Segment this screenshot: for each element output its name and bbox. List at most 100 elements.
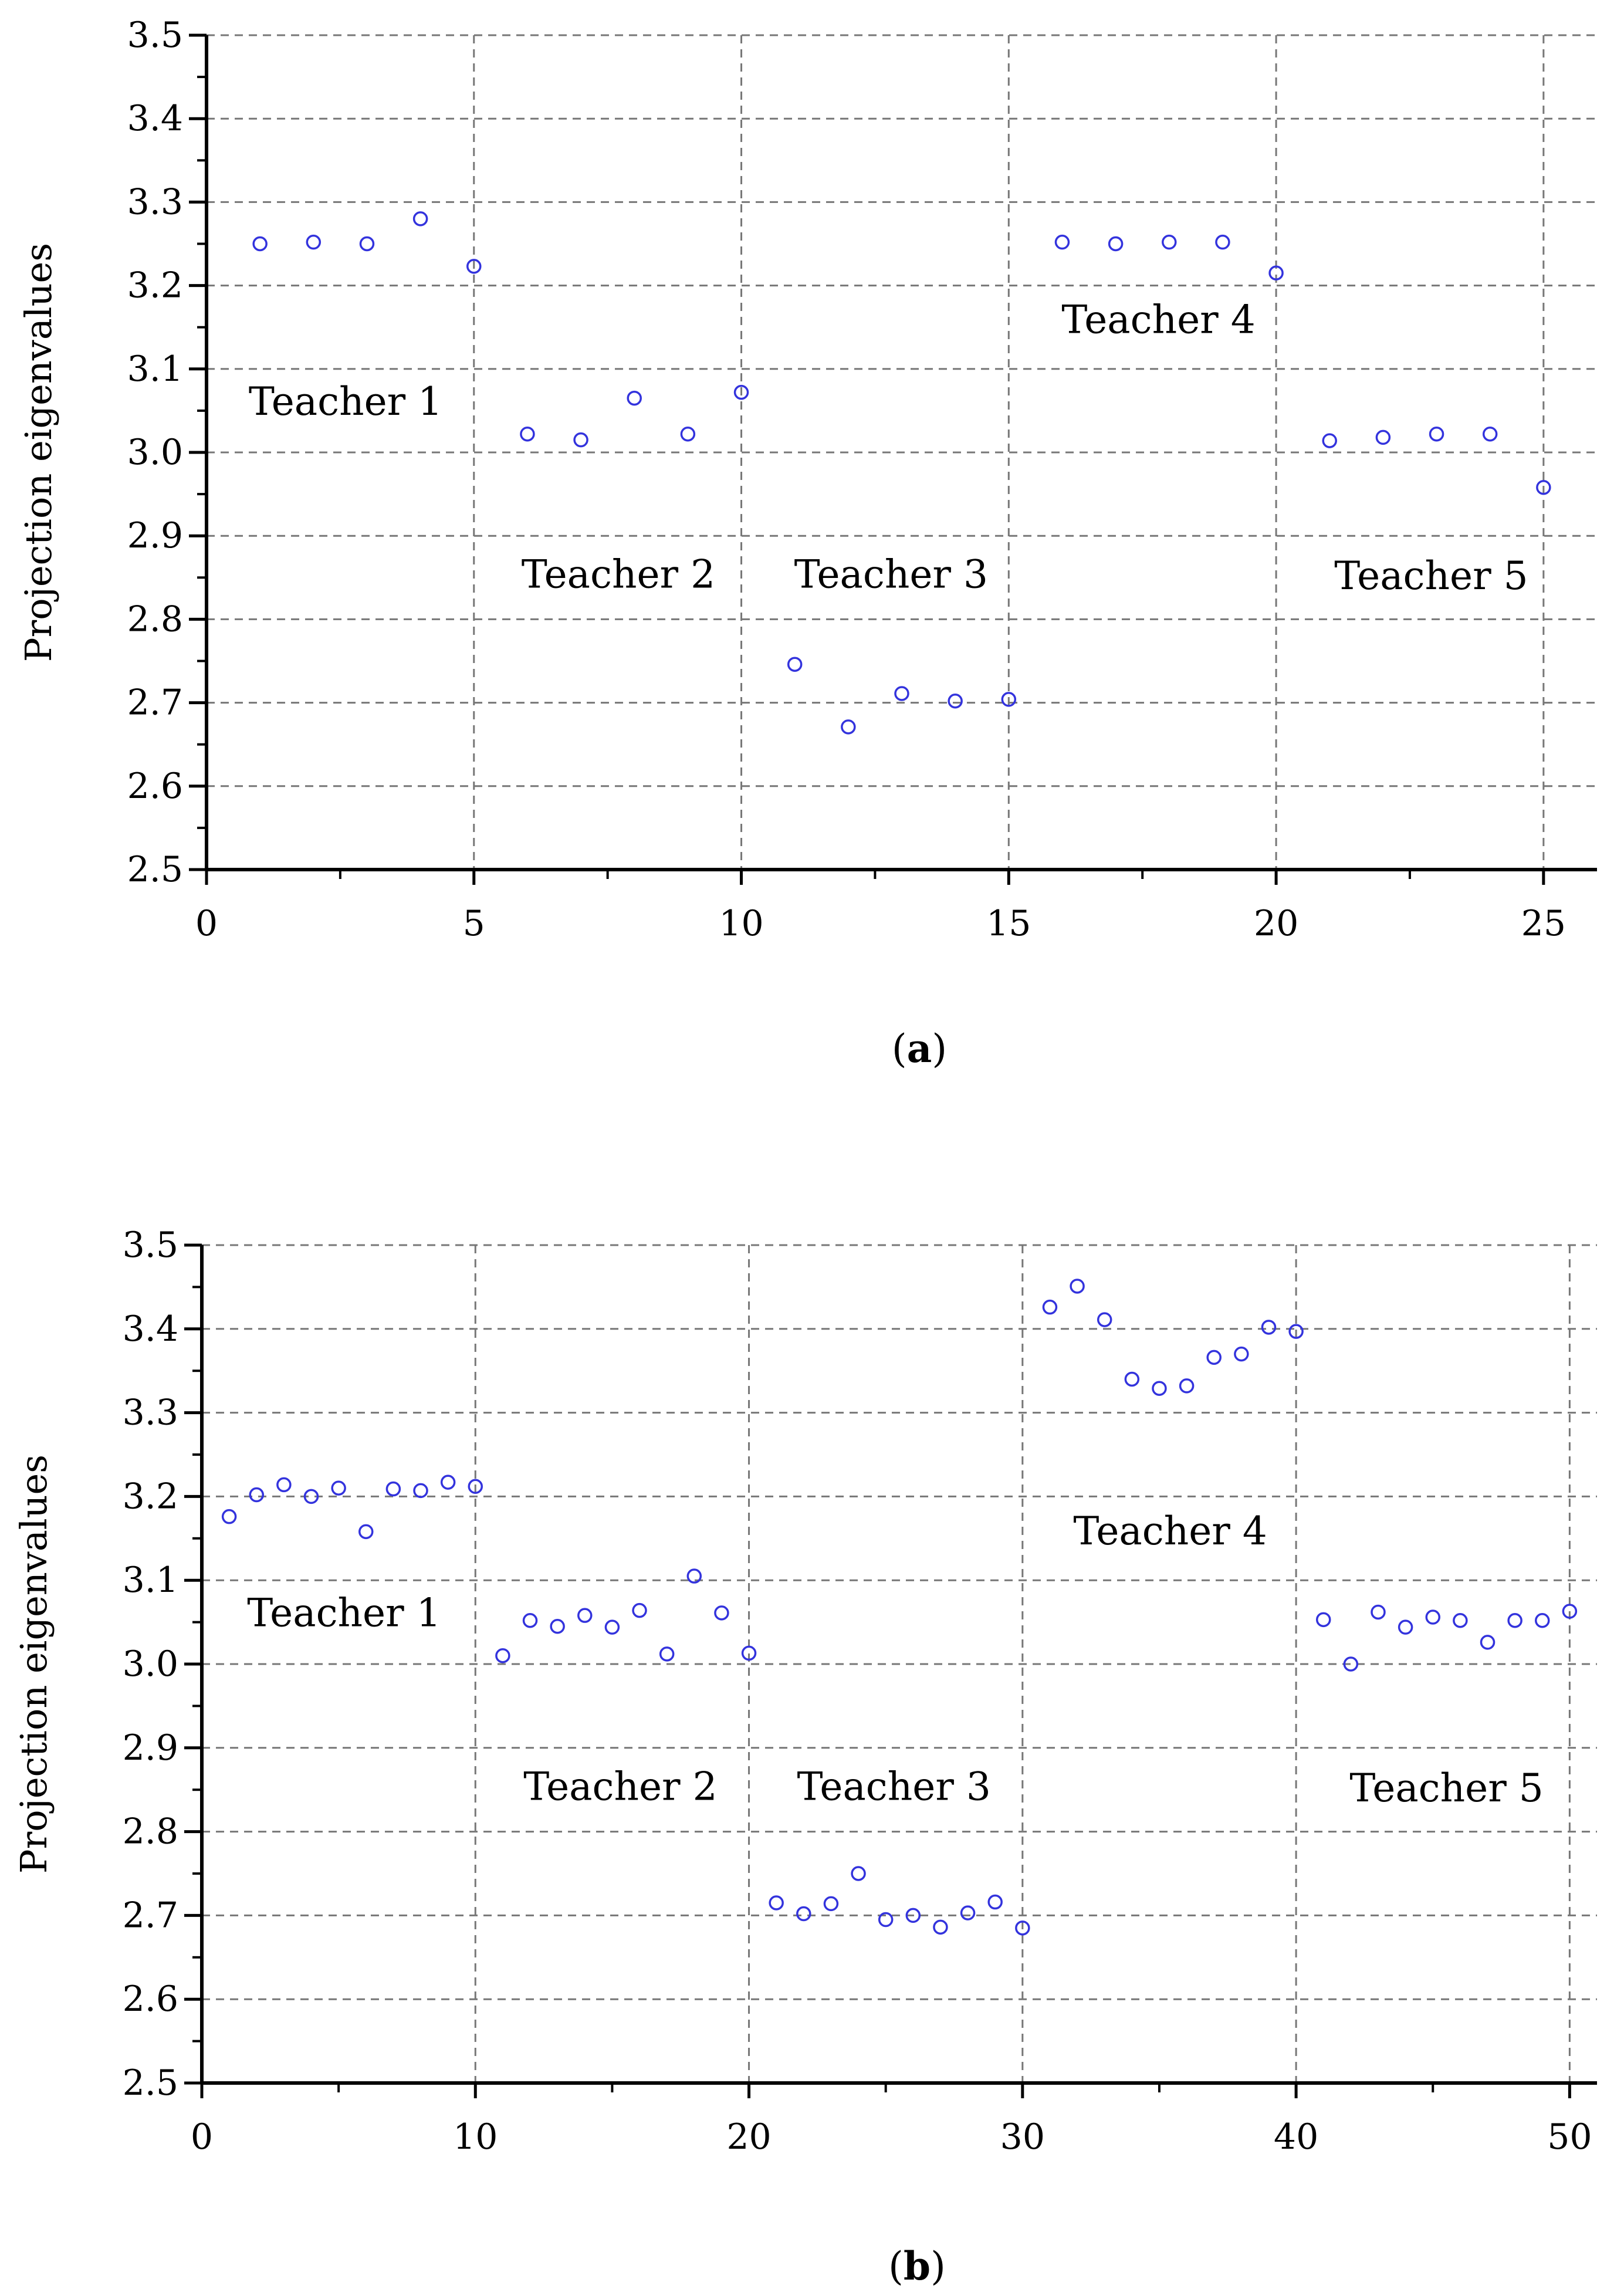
data-point — [1206, 1350, 1222, 1365]
teacher-annotation: Teacher 4 — [1061, 297, 1255, 343]
data-point — [1343, 1656, 1359, 1672]
data-point — [1054, 234, 1070, 250]
data-point — [306, 234, 322, 250]
data-point — [303, 1489, 319, 1504]
data-point — [1534, 1612, 1550, 1628]
data-point — [604, 1619, 620, 1635]
data-point — [878, 1912, 894, 1928]
data-point — [1261, 1320, 1277, 1335]
teacher-annotation: Teacher 4 — [1073, 1509, 1267, 1554]
data-point — [1162, 234, 1177, 250]
data-point — [627, 390, 642, 406]
data-point — [1536, 479, 1551, 495]
data-point — [1480, 1635, 1496, 1650]
data-point — [331, 1480, 346, 1496]
data-point — [249, 1487, 265, 1503]
data-point — [851, 1866, 866, 1881]
data-point — [948, 694, 963, 709]
y-tick-label: 3.5 — [123, 1225, 178, 1266]
teacher-annotation: Teacher 3 — [797, 1764, 990, 1809]
chart-panel-b: 2.5 2.6 2.7 2.8 2.9 3.0 3.1 3.2 3.3 3.4 3.5 0 10 20 30… — [12, 1225, 1597, 2289]
data-point — [385, 1481, 401, 1497]
y-tick-label: 3.0 — [123, 1644, 178, 1685]
data-point — [714, 1605, 729, 1621]
data-point — [1375, 430, 1391, 445]
data-point — [520, 426, 535, 442]
data-point — [359, 236, 375, 252]
data-point — [787, 657, 803, 672]
y-tick-label: 2.7 — [123, 1895, 178, 1936]
data-point — [1001, 692, 1017, 707]
data-point — [933, 1919, 948, 1935]
data-point — [1152, 1381, 1167, 1396]
data-point — [1562, 1604, 1578, 1619]
x-tick-label: 15 — [986, 903, 1031, 944]
data-point — [632, 1602, 647, 1618]
y-tick-label: 3.4 — [123, 1308, 178, 1350]
data-point — [894, 686, 909, 701]
teacher-annotation: Teacher 1 — [247, 1591, 441, 1636]
teacher-annotation: Teacher 5 — [1334, 553, 1528, 598]
data-point — [1482, 426, 1498, 442]
data-point — [659, 1646, 675, 1662]
data-point — [276, 1477, 292, 1493]
y-tick-label: 3.5 — [127, 15, 183, 56]
y-tick-label: 3.0 — [127, 432, 183, 473]
data-point — [1268, 265, 1284, 281]
data-point — [1124, 1371, 1140, 1387]
data-point — [1507, 1612, 1522, 1628]
teacher-annotation: Teacher 2 — [522, 552, 715, 597]
data-point — [1429, 426, 1444, 442]
teacher-annotation: Teacher 5 — [1349, 1766, 1543, 1811]
chart-panel-a: 2.5 2.6 2.7 2.8 2.9 3.0 3.1 3.2 3.3 3.4 3.5 0 5 10 15 2… — [17, 15, 1597, 1071]
data-point — [1398, 1619, 1413, 1635]
x-tick-label: 0 — [191, 2116, 213, 2158]
data-point — [413, 1483, 428, 1499]
data-point — [550, 1618, 565, 1634]
data-point — [468, 1479, 483, 1494]
data-point — [1425, 1609, 1440, 1625]
x-tick-label: 40 — [1274, 2116, 1318, 2158]
data-point — [960, 1905, 976, 1920]
data-point — [1097, 1312, 1112, 1327]
panel-caption: (b) — [888, 2243, 946, 2289]
x-tick-label: 10 — [453, 2116, 498, 2158]
data-point — [1179, 1378, 1195, 1394]
y-tick-label: 2.5 — [127, 849, 183, 890]
y-tick-label: 2.6 — [127, 766, 183, 807]
data-point — [905, 1908, 921, 1923]
x-tick-label: 20 — [1254, 903, 1298, 944]
data-point — [823, 1896, 839, 1912]
data-point — [221, 1509, 237, 1524]
data-point — [796, 1906, 811, 1922]
y-tick-label: 2.9 — [127, 515, 183, 556]
data-point — [573, 432, 588, 448]
data-point — [495, 1648, 510, 1663]
data-point — [1288, 1324, 1304, 1339]
data-point — [1070, 1279, 1085, 1294]
y-tick-label: 3.1 — [123, 1560, 178, 1601]
data-point — [733, 384, 749, 400]
data-point — [1453, 1612, 1468, 1628]
y-tick-label: 2.6 — [123, 1979, 178, 2020]
x-tick-label: 50 — [1547, 2116, 1592, 2158]
data-point — [440, 1475, 456, 1490]
y-tick-label: 3.4 — [127, 98, 183, 139]
y-tick-label: 3.2 — [127, 265, 183, 306]
data-point — [1108, 236, 1124, 252]
y-axis-title: Projection eigenvalues — [12, 1455, 55, 1874]
data-point — [1315, 1612, 1331, 1628]
x-tick-label: 30 — [1000, 2116, 1045, 2158]
data-point — [466, 259, 482, 274]
x-tick-label: 25 — [1521, 903, 1566, 944]
data-point — [841, 719, 856, 735]
x-tick-label: 20 — [726, 2116, 771, 2158]
y-tick-label: 3.2 — [123, 1476, 178, 1517]
y-tick-label: 2.5 — [123, 2062, 178, 2104]
y-tick-label: 3.3 — [123, 1392, 178, 1433]
data-point — [987, 1894, 1003, 1910]
teacher-annotation: Teacher 3 — [794, 552, 988, 597]
data-point — [358, 1524, 374, 1540]
y-tick-label: 3.1 — [127, 349, 183, 390]
